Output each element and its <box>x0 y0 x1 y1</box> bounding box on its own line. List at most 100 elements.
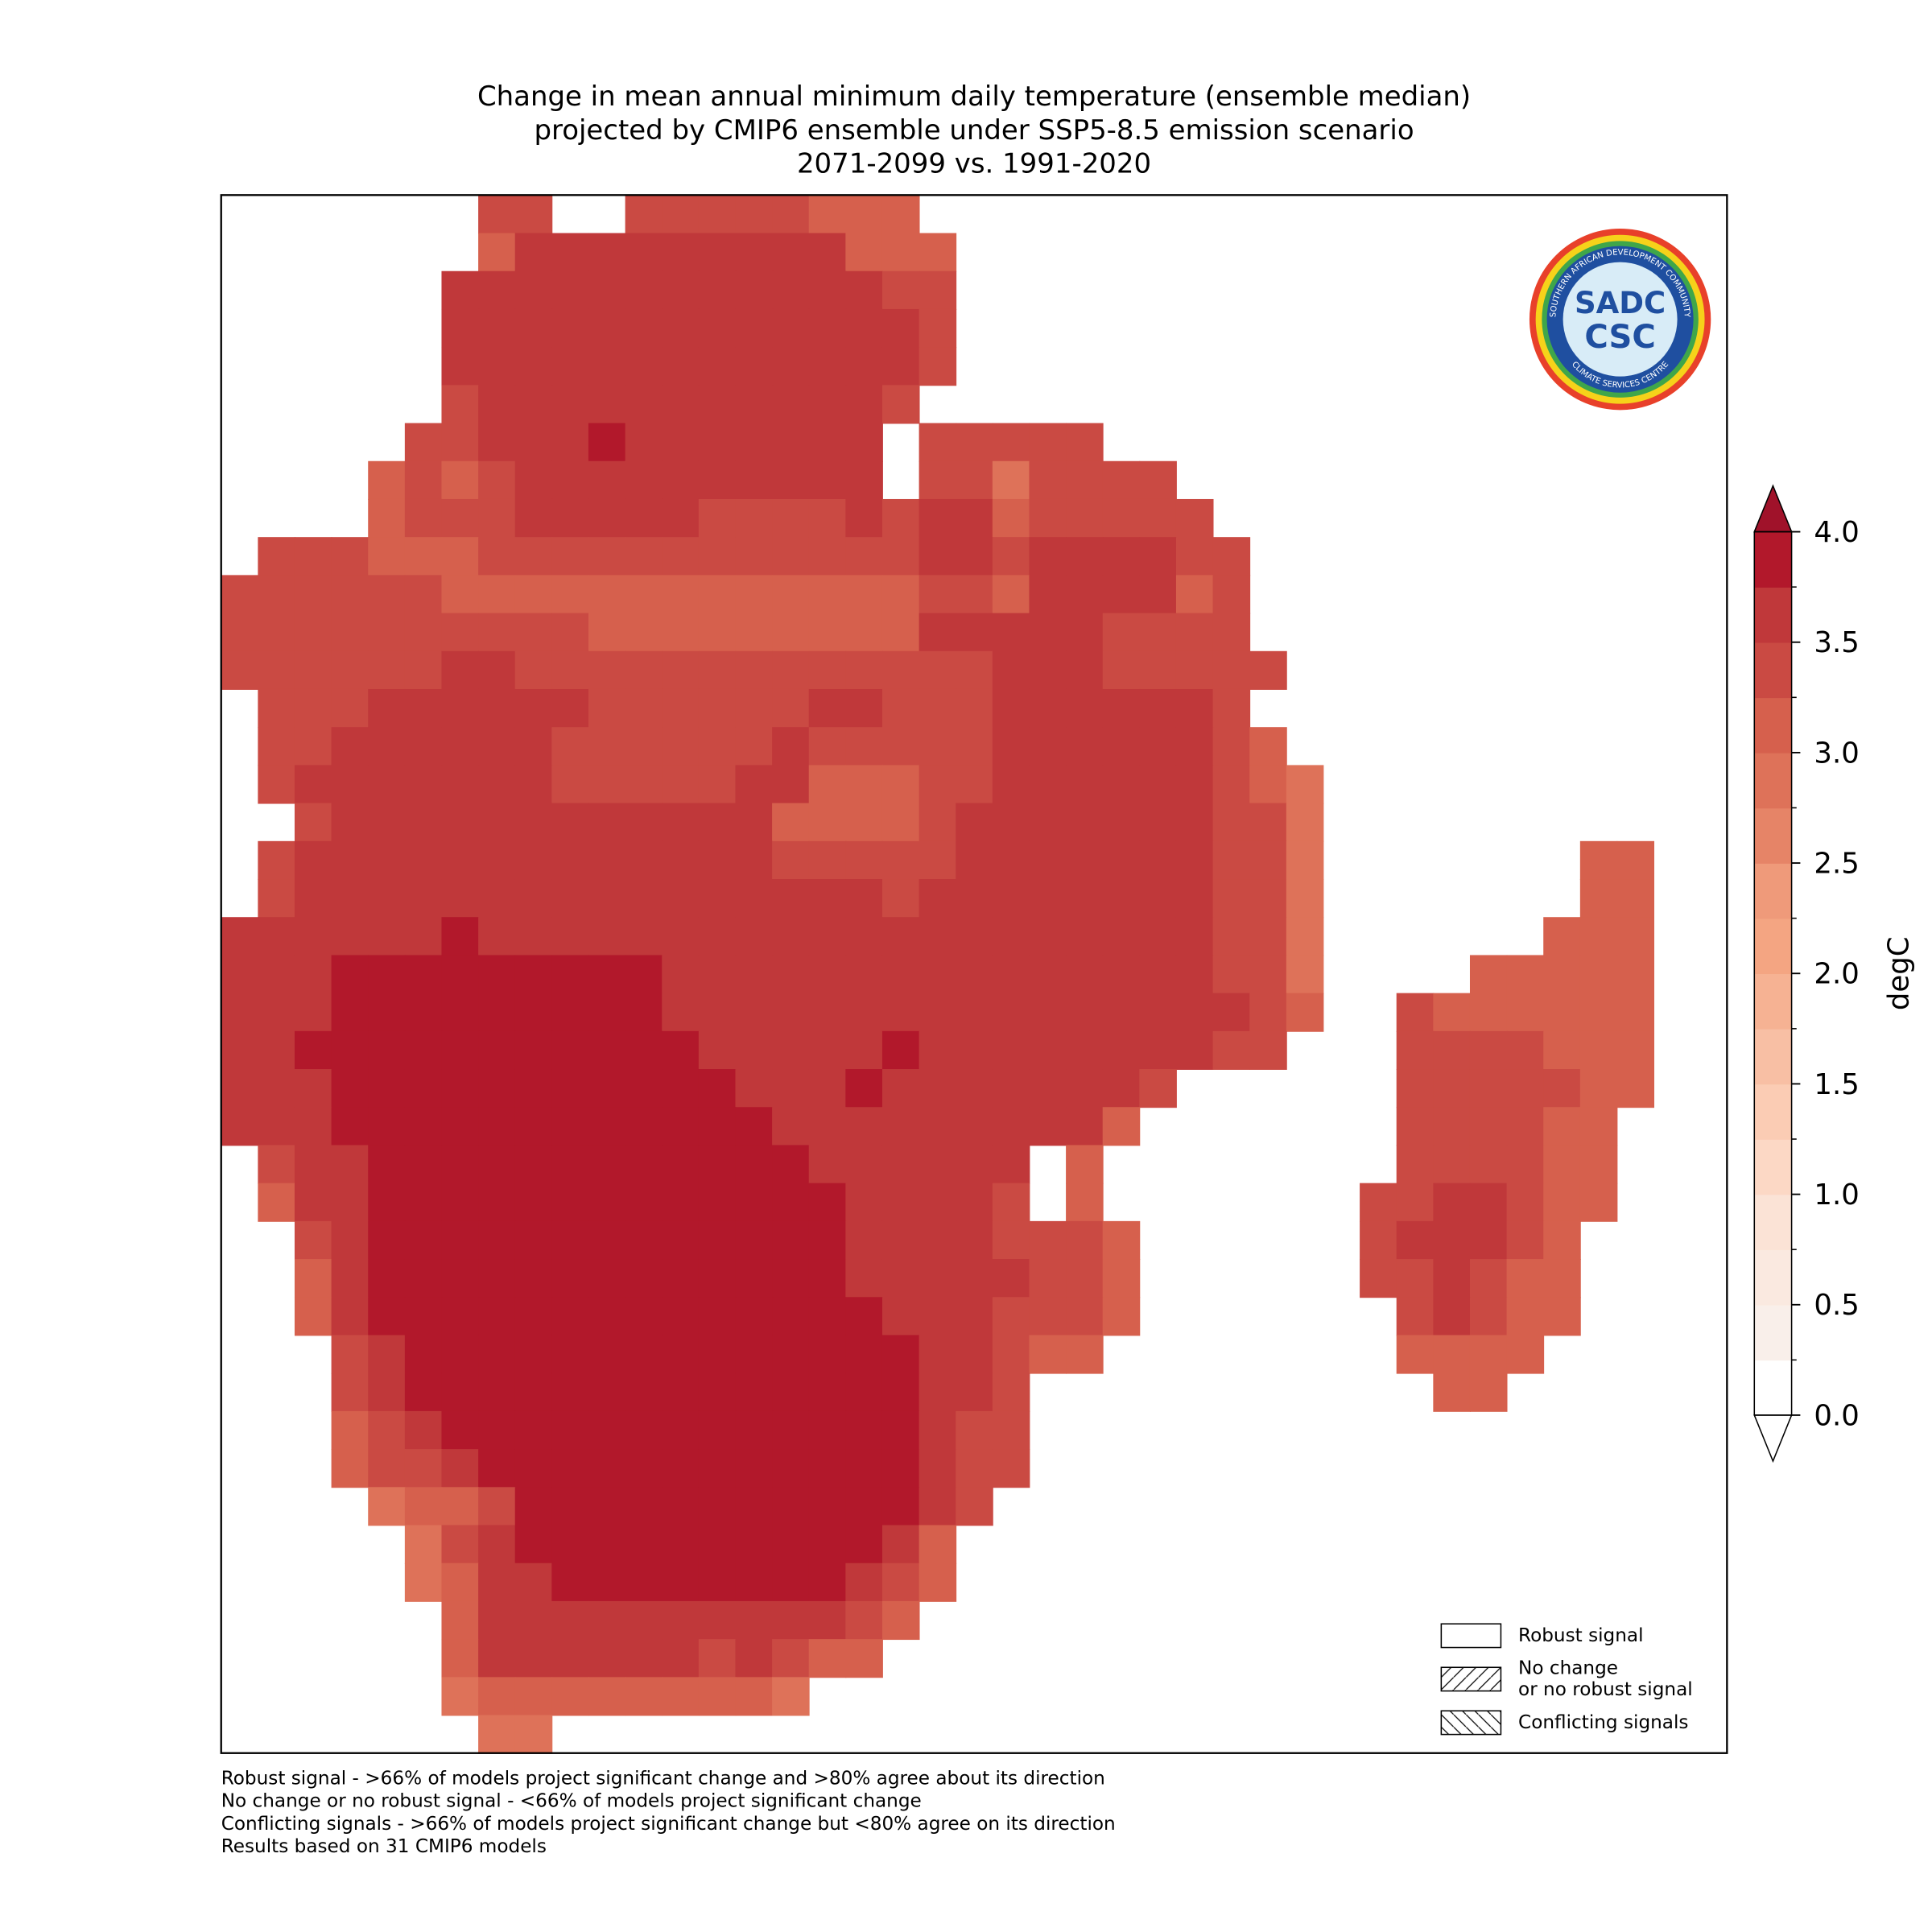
grid-cell <box>404 727 443 766</box>
grid-cell <box>772 650 810 690</box>
grid-cell <box>845 1410 883 1451</box>
grid-cell <box>331 1449 369 1488</box>
grid-cell <box>588 1639 626 1678</box>
grid-cell <box>919 1410 957 1451</box>
grid-cell <box>331 575 369 614</box>
grid-cell <box>1212 993 1251 1032</box>
grid-cell <box>625 955 663 994</box>
grid-cell <box>294 765 332 804</box>
grid-cell <box>1579 955 1618 994</box>
grid-cell <box>808 688 847 729</box>
grid-cell <box>662 765 700 804</box>
grid-cell <box>919 840 957 880</box>
grid-cell <box>221 1107 259 1146</box>
grid-cell <box>845 1487 883 1526</box>
title-line: 2071-2099 vs. 1991-2020 <box>797 148 1151 180</box>
grid-cell <box>881 688 920 729</box>
grid-cell <box>1029 840 1067 880</box>
grid-cell <box>881 803 920 842</box>
grid-cell <box>551 460 589 500</box>
grid-cell <box>919 498 957 539</box>
grid-cell <box>368 1335 406 1374</box>
colorbar-segment <box>1754 697 1792 753</box>
grid-cell <box>514 1715 553 1754</box>
grid-cell <box>956 1030 993 1070</box>
grid-cell <box>845 613 883 652</box>
grid-cell <box>514 650 553 690</box>
grid-cell <box>919 347 957 386</box>
colorbar-label: degC <box>1883 936 1916 1010</box>
grid-cell <box>441 1183 480 1222</box>
grid-cell <box>331 1183 369 1222</box>
grid-cell <box>331 650 369 690</box>
grid-cell <box>698 195 737 234</box>
grid-cell <box>588 1030 626 1070</box>
grid-cell <box>1249 803 1287 842</box>
grid-cell <box>956 1487 993 1526</box>
grid-cell <box>881 955 920 994</box>
grid-cell <box>808 613 847 652</box>
grid-cell <box>368 1183 406 1222</box>
grid-cell <box>625 1639 663 1678</box>
grid-cell <box>1469 1145 1508 1184</box>
grid-cell <box>992 1145 1030 1184</box>
grid-cell <box>221 1069 259 1108</box>
grid-cell <box>404 1220 443 1261</box>
grid-cell <box>881 650 920 690</box>
grid-cell <box>294 650 332 690</box>
grid-cell <box>404 1373 443 1412</box>
grid-cell <box>1579 1069 1618 1108</box>
grid-cell <box>1543 1030 1581 1070</box>
grid-cell <box>1396 1107 1435 1146</box>
grid-cell <box>294 1220 332 1261</box>
grid-cell <box>331 1069 369 1108</box>
grid-cell <box>1212 688 1251 729</box>
grid-cell <box>258 537 295 576</box>
grid-cell <box>1249 879 1287 919</box>
grid-cell <box>772 1069 810 1108</box>
legend-label: Robust signal <box>1518 1625 1644 1646</box>
grid-cell <box>808 1639 847 1678</box>
grid-cell <box>845 765 883 804</box>
grid-cell <box>919 803 957 842</box>
grid-cell <box>881 1410 920 1451</box>
colorbar-tick-label: 2.5 <box>1814 847 1859 880</box>
grid-cell <box>662 270 700 310</box>
grid-cell <box>368 955 406 994</box>
grid-cell <box>735 233 774 272</box>
grid-cell <box>1616 955 1655 994</box>
grid-cell <box>551 385 589 424</box>
grid-cell <box>625 1373 663 1412</box>
grid-cell <box>294 993 332 1032</box>
grid-cell <box>588 1220 626 1261</box>
grid-cell <box>258 955 295 994</box>
grid-cell <box>1175 840 1214 880</box>
grid-cell <box>1066 727 1104 766</box>
grid-cell <box>735 917 774 956</box>
grid-cell <box>1616 879 1655 919</box>
grid-cell <box>735 993 774 1032</box>
grid-cell <box>441 423 480 462</box>
grid-cell <box>1102 879 1141 919</box>
grid-cell <box>1102 537 1141 576</box>
grid-cell <box>662 1563 700 1602</box>
grid-cell <box>808 840 847 880</box>
grid-cell <box>478 347 516 386</box>
grid-cell <box>514 1639 553 1678</box>
grid-cell <box>956 1259 993 1298</box>
grid-cell <box>1506 1220 1545 1261</box>
grid-cell <box>919 1297 957 1336</box>
grid-cell <box>551 1335 589 1374</box>
grid-cell <box>1212 650 1251 690</box>
grid-cell <box>625 233 663 272</box>
grid-cell <box>1175 537 1214 576</box>
grid-cell <box>441 613 480 652</box>
grid-cell <box>1286 879 1324 919</box>
grid-cell <box>625 613 663 652</box>
map-cells <box>221 195 1655 1754</box>
legend-label: Conflicting signals <box>1518 1712 1688 1733</box>
grid-cell <box>698 1145 737 1184</box>
grid-cell <box>514 879 553 919</box>
grid-cell <box>845 1639 883 1678</box>
grid-cell <box>1066 613 1104 652</box>
